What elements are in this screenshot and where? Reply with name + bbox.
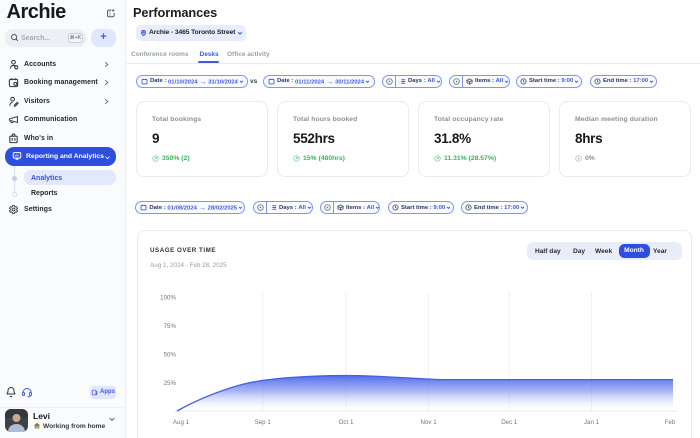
- svg-text:100%: 100%: [160, 295, 176, 302]
- svg-text:50%: 50%: [164, 352, 177, 359]
- svg-text:Feb: Feb: [665, 419, 676, 426]
- svg-text:25%: 25%: [164, 380, 177, 387]
- svg-text:Sep 1: Sep 1: [255, 419, 272, 426]
- svg-text:Dec 1: Dec 1: [501, 419, 518, 426]
- svg-text:Nov 1: Nov 1: [421, 419, 438, 426]
- svg-text:Oct 1: Oct 1: [339, 419, 354, 426]
- svg-text:Jan 1: Jan 1: [584, 419, 600, 426]
- svg-text:Aug 1: Aug 1: [173, 419, 190, 426]
- svg-text:75%: 75%: [164, 323, 177, 330]
